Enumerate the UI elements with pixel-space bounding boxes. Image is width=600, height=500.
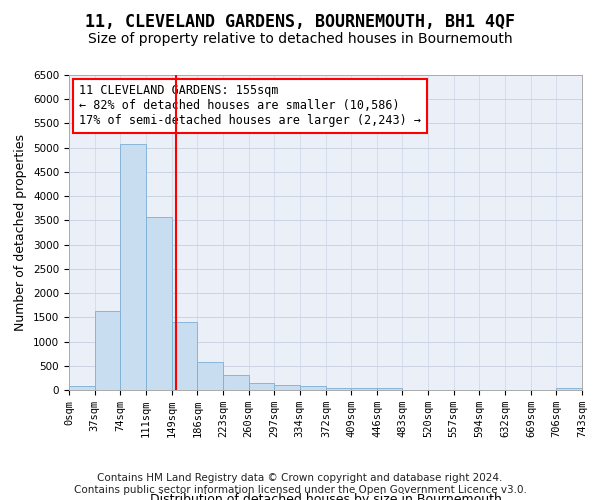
Bar (172, 322, 197, 390)
Bar (352, 388, 377, 390)
Y-axis label: Number of detached properties: Number of detached properties (14, 134, 28, 331)
Text: Contains HM Land Registry data © Crown copyright and database right 2024.
Contai: Contains HM Land Registry data © Crown c… (74, 474, 526, 495)
Bar (326, 388, 352, 390)
Text: 11 CLEVELAND GARDENS: 155sqm
← 82% of detached houses are smaller (10,586)
17% o: 11 CLEVELAND GARDENS: 155sqm ← 82% of de… (79, 84, 421, 128)
Bar (69, 386, 95, 390)
Bar (248, 382, 274, 390)
X-axis label: Distribution of detached houses by size in Bournemouth: Distribution of detached houses by size … (149, 493, 502, 500)
Bar (95, 311, 120, 390)
Bar (274, 385, 299, 390)
Bar (146, 217, 172, 390)
Bar (120, 144, 146, 390)
Bar (556, 388, 582, 390)
Bar (377, 388, 403, 390)
Bar (223, 376, 248, 390)
Text: 11, CLEVELAND GARDENS, BOURNEMOUTH, BH1 4QF: 11, CLEVELAND GARDENS, BOURNEMOUTH, BH1 … (85, 12, 515, 30)
Bar (197, 362, 223, 390)
Text: Size of property relative to detached houses in Bournemouth: Size of property relative to detached ho… (88, 32, 512, 46)
Bar (299, 386, 326, 390)
